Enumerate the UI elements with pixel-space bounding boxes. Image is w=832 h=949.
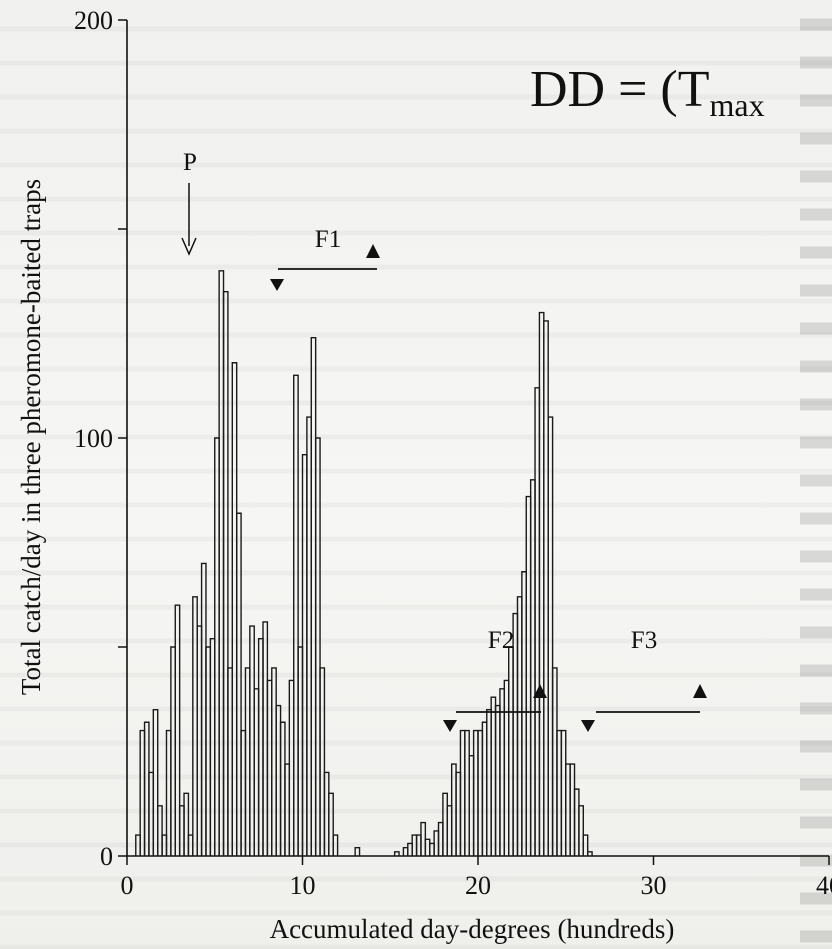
histogram-bin bbox=[586, 851, 593, 856]
histogram-bin bbox=[157, 805, 163, 856]
f1-end-marker bbox=[366, 244, 380, 258]
f2-start-marker bbox=[443, 720, 457, 732]
histogram-bin bbox=[174, 604, 181, 856]
y-tick-label: 100 bbox=[74, 424, 113, 453]
y-axis-label: Total catch/day in three pheromone-baite… bbox=[16, 179, 46, 695]
histogram-bin bbox=[319, 667, 326, 856]
histogram-bin bbox=[547, 416, 554, 856]
histogram-bin bbox=[235, 512, 242, 856]
bars bbox=[135, 270, 593, 856]
histogram-bin bbox=[152, 709, 159, 856]
annotation-f1: F1 bbox=[315, 226, 341, 253]
formula-subscript: max bbox=[709, 87, 765, 123]
phase-annotations: P F1 F2 F3 bbox=[181, 149, 707, 732]
histogram-bin bbox=[314, 437, 321, 856]
y-tick-label: 200 bbox=[74, 6, 113, 35]
annotation-f2: F2 bbox=[488, 627, 514, 654]
formula-lead: DD = (T bbox=[530, 61, 710, 118]
x-tick-label: 10 bbox=[290, 871, 316, 900]
annotation-p: P bbox=[183, 149, 197, 176]
x-tick-label: 30 bbox=[641, 871, 667, 900]
histogram-bin bbox=[328, 792, 334, 856]
histogram-bin bbox=[578, 805, 584, 856]
p-arrow-head bbox=[181, 237, 197, 256]
x-tick-label: 40 bbox=[816, 871, 832, 900]
f2-end-marker bbox=[533, 684, 547, 698]
histogram-bin bbox=[183, 792, 190, 856]
x-tick-label: 0 bbox=[121, 871, 134, 900]
f3-end-marker bbox=[693, 684, 707, 698]
x-tick-label: 20 bbox=[465, 871, 491, 900]
histogram-bin bbox=[393, 851, 400, 856]
histogram-bin bbox=[293, 374, 299, 856]
f3-start-marker bbox=[581, 720, 595, 732]
histogram-bin bbox=[354, 846, 361, 856]
annotation-f3: F3 bbox=[631, 627, 657, 654]
day-degree-formula: DD = (Tmax bbox=[530, 61, 765, 123]
histogram-bin bbox=[222, 291, 229, 856]
axes: 0 10 20 30 40 0 100 200 bbox=[74, 6, 832, 900]
y-tick-label: 0 bbox=[100, 842, 113, 871]
f1-start-marker bbox=[270, 279, 284, 291]
x-axis-label: Accumulated day-degrees (hundreds) bbox=[270, 914, 675, 944]
histogram-bin bbox=[332, 834, 339, 856]
histogram-bin bbox=[582, 834, 589, 856]
